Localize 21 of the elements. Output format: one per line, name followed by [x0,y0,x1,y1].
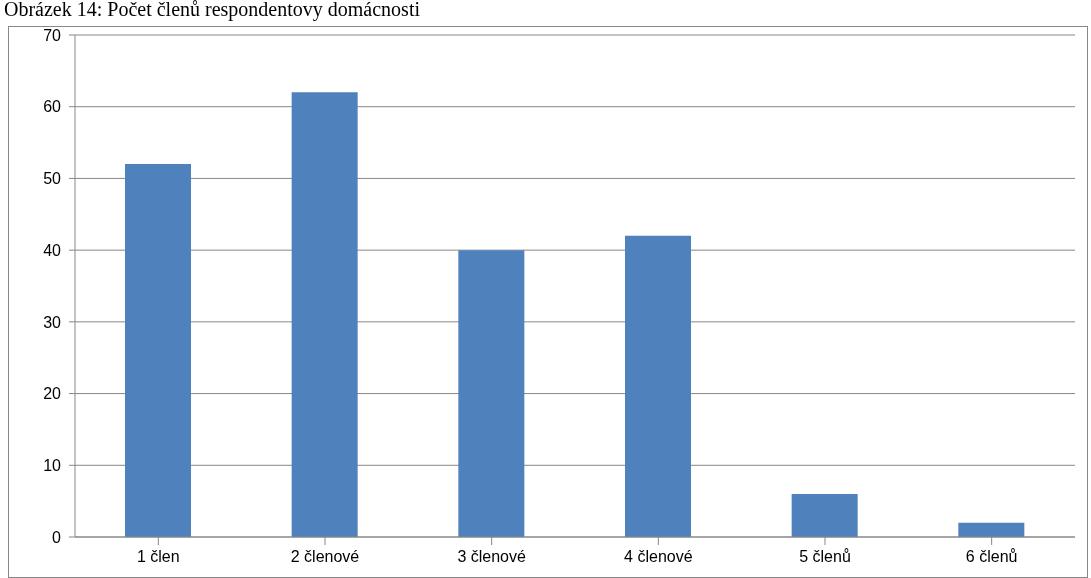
x-tick-label: 4 členové [624,548,693,566]
x-tick-label: 5 členů [799,548,851,566]
x-tick-label: 3 členové [457,548,527,566]
bar [291,92,358,537]
x-tick-label: 6 členů [965,548,1018,566]
y-tick-label: 20 [43,385,62,403]
y-tick-label: 10 [43,456,62,474]
y-tick-label: 50 [43,170,62,188]
y-tick-label: 0 [52,528,62,546]
bar [791,493,858,537]
bar [625,235,691,537]
y-tick-label: 40 [43,241,62,259]
chart-title: Obrázek 14: Počet členů respondentovy domácnosti [4,0,420,21]
bar [125,164,191,537]
y-tick-label: 30 [43,313,62,331]
x-tick-label: 2 členové [290,548,360,566]
y-tick-label: 70 [43,26,62,44]
bar [958,522,1025,537]
x-tick-label: 1 člen [136,548,180,566]
bar [458,250,525,537]
y-tick-label: 60 [43,98,62,116]
